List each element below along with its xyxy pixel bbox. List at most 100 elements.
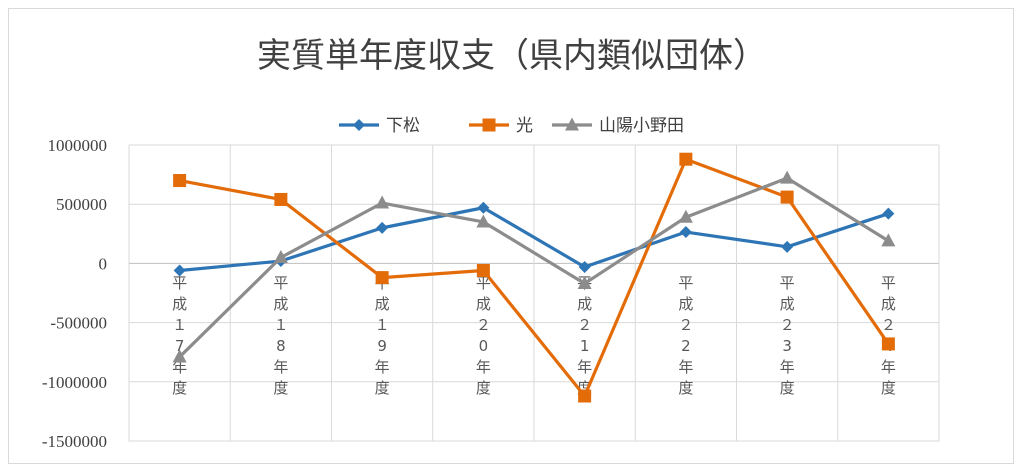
x-tick-glyph: 度 xyxy=(273,379,288,397)
data-point xyxy=(882,207,895,220)
series-line xyxy=(178,176,890,359)
x-tick-label: 平成 １ 8 年度 xyxy=(273,274,288,397)
data-point xyxy=(353,119,365,131)
x-tick-glyph: 年 xyxy=(780,358,795,376)
data-point xyxy=(274,192,288,206)
x-tick-glyph: 3 xyxy=(782,337,792,355)
data-point xyxy=(781,240,794,253)
legend: 下松 光 山陽小野田 xyxy=(339,116,684,136)
x-tick-label: 平成 ２ 2 年度 xyxy=(678,274,693,397)
data-point xyxy=(173,174,187,188)
x-tick-glyph: 8 xyxy=(276,337,286,355)
x-tick-glyph: 成 xyxy=(780,295,795,313)
x-tick-glyph: 成 xyxy=(375,295,390,313)
x-tick-glyph: 成 xyxy=(172,295,187,313)
x-tick-glyph: 年 xyxy=(881,358,896,376)
series-2 xyxy=(172,170,896,363)
x-tick-glyph: ２ xyxy=(881,316,896,334)
legend-item: 光 xyxy=(469,116,533,136)
chart-title: 実質単年度収支（県内類似団体） xyxy=(257,36,767,76)
x-axis: 平成１7年度平成１8年度平成１9年度平成２0年度平成２1年度平成２2年度平成２3… xyxy=(172,274,896,397)
data-point xyxy=(780,170,795,184)
data-point xyxy=(476,214,491,228)
x-tick-glyph: 成 xyxy=(476,295,491,313)
legend-label: 下松 xyxy=(386,116,420,136)
x-tick-glyph: １ xyxy=(375,316,390,334)
x-tick-glyph: 平 xyxy=(881,274,896,292)
y-tick-label: -1500000 xyxy=(42,432,107,451)
y-tick-label: 500000 xyxy=(56,195,107,214)
x-tick-glyph: 平 xyxy=(780,274,795,292)
x-tick-glyph: 成 xyxy=(273,295,288,313)
x-tick-label: 平成 １ 7 年度 xyxy=(172,274,187,397)
x-tick-glyph: 平 xyxy=(476,274,491,292)
data-point xyxy=(679,152,693,166)
x-tick-glyph: 0 xyxy=(479,337,489,355)
data-point xyxy=(375,195,390,209)
series-line xyxy=(179,157,890,398)
x-tick-glyph: 平 xyxy=(273,274,288,292)
x-tick-glyph: 平 xyxy=(172,274,187,292)
x-tick-glyph: １ xyxy=(172,316,187,334)
legend-item: 下松 xyxy=(339,116,420,136)
legend-label: 山陽小野田 xyxy=(599,116,684,136)
y-tick-label: -500000 xyxy=(50,314,107,333)
line-chart: 実質単年度収支（県内類似団体） 下松 光 山陽小野田 1000000 500000 0 -… xyxy=(42,36,940,451)
x-tick-glyph: 7 xyxy=(175,337,185,355)
y-tick-label: 0 xyxy=(99,254,108,273)
y-tick-label: 1000000 xyxy=(48,136,108,155)
y-axis: 1000000 500000 0 -500000 -1000000 -1500000 xyxy=(42,136,107,451)
x-tick-glyph: 年 xyxy=(375,358,390,376)
data-point xyxy=(476,264,490,278)
data-point xyxy=(780,190,794,204)
x-tick-label: 平成 ２ 0 年度 xyxy=(476,274,491,397)
series-group xyxy=(172,152,896,403)
x-tick-glyph: 成 xyxy=(881,295,896,313)
x-tick-glyph: 度 xyxy=(881,379,896,397)
x-tick-glyph: 年 xyxy=(273,358,288,376)
x-tick-glyph: ２ xyxy=(577,316,592,334)
data-point xyxy=(477,201,490,214)
gridlines xyxy=(128,144,940,442)
series-line xyxy=(179,206,889,273)
data-point xyxy=(273,249,288,263)
x-tick-glyph: 成 xyxy=(678,295,693,313)
x-tick-glyph: ２ xyxy=(780,316,795,334)
data-point xyxy=(678,209,693,223)
legend-label: 光 xyxy=(516,116,533,136)
x-tick-glyph: 成 xyxy=(577,295,592,313)
x-tick-glyph: ２ xyxy=(476,316,491,334)
data-point xyxy=(482,118,496,132)
data-point xyxy=(881,233,896,247)
legend-item: 山陽小野田 xyxy=(552,116,684,136)
x-tick-glyph: 年 xyxy=(577,358,592,376)
x-tick-label: 平成１9年度 xyxy=(375,274,390,397)
x-tick-glyph: 1 xyxy=(580,337,590,355)
x-tick-glyph: 年 xyxy=(678,358,693,376)
x-tick-glyph: 9 xyxy=(377,337,387,355)
x-tick-label: 平成２1年度 xyxy=(577,274,592,397)
y-tick-label: -1000000 xyxy=(42,373,107,392)
chart-frame: 実質単年度収支（県内類似団体） 下松 光 山陽小野田 1000000 500000 0 -… xyxy=(8,8,1014,464)
data-point xyxy=(679,226,692,239)
x-tick-glyph: 度 xyxy=(476,379,491,397)
x-tick-glyph: ２ xyxy=(678,316,693,334)
x-tick-label: 平成 ２ 3 年度 xyxy=(780,274,795,397)
x-tick-glyph: 平 xyxy=(678,274,693,292)
data-point xyxy=(881,337,895,351)
x-tick-glyph: 度 xyxy=(172,379,187,397)
data-point xyxy=(565,117,579,131)
data-point xyxy=(578,389,592,403)
data-point xyxy=(173,264,186,277)
data-point xyxy=(375,271,389,285)
x-tick-glyph: 度 xyxy=(375,379,390,397)
data-point xyxy=(577,276,592,290)
x-tick-glyph: 年 xyxy=(476,358,491,376)
data-point xyxy=(578,260,591,273)
x-tick-glyph: 年 xyxy=(172,358,187,376)
data-point xyxy=(376,221,389,234)
data-point xyxy=(172,349,187,363)
x-tick-glyph: １ xyxy=(273,316,288,334)
x-tick-glyph: 2 xyxy=(681,337,691,355)
x-tick-glyph: 度 xyxy=(780,379,795,397)
